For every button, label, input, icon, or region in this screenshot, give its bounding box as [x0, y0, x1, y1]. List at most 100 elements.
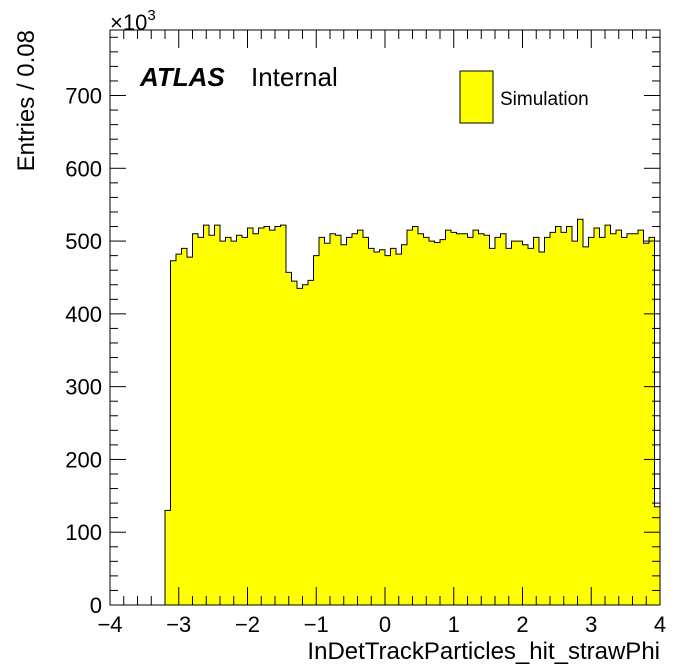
- histogram-bin: [275, 226, 281, 605]
- histogram-bin: [627, 233, 633, 605]
- x-tick-label: −2: [235, 612, 260, 637]
- y-tick-label: 100: [65, 520, 102, 545]
- histogram-bin: [506, 248, 512, 605]
- histogram-bin: [297, 288, 303, 605]
- histogram-bin: [643, 243, 650, 605]
- y-tick-label: 0: [90, 593, 102, 618]
- histogram-bin: [203, 225, 210, 605]
- histogram-bin: [385, 255, 391, 605]
- histogram-bin: [621, 237, 628, 605]
- histogram-bars: [164, 218, 661, 606]
- histogram-bin: [478, 233, 485, 605]
- histogram-bin: [253, 233, 259, 605]
- histogram-bin: [572, 241, 578, 606]
- histogram-bin: [544, 237, 551, 605]
- histogram-bin: [495, 237, 501, 605]
- histogram-bin: [264, 226, 270, 605]
- histogram-bin: [225, 237, 232, 605]
- histogram-bin: [517, 241, 523, 606]
- histogram-bin: [379, 249, 386, 605]
- histogram-bin: [418, 233, 424, 605]
- x-tick-label: −4: [97, 612, 122, 637]
- histogram-bin: [352, 233, 358, 605]
- y-tick-label: 700: [65, 84, 102, 109]
- histogram-bin: [231, 241, 237, 606]
- histogram-bin: [599, 237, 606, 605]
- y-axis-tick-labels: 0 100 200 300 400 500 600 700: [65, 84, 102, 618]
- x-axis-tick-labels: −4 −3 −2 −1 0 1 2 3 4: [97, 612, 666, 637]
- histogram-bin: [286, 272, 292, 605]
- histogram-bin: [434, 242, 441, 605]
- histogram-bin: [181, 248, 188, 605]
- histogram-bin: [605, 225, 611, 605]
- histogram-bin: [390, 248, 397, 605]
- histogram-bin: [308, 280, 314, 605]
- histogram-bin: [583, 246, 589, 605]
- histogram-outline: [164, 218, 661, 605]
- x-tick-label: 3: [585, 612, 597, 637]
- histogram-bin: [214, 225, 221, 605]
- histogram-bin: [462, 233, 468, 605]
- histogram-bin: [269, 230, 276, 605]
- histogram-bin: [302, 284, 309, 605]
- y-axis-ticks: [110, 36, 660, 606]
- histogram-bin: [401, 244, 408, 605]
- histogram-bin: [176, 254, 182, 605]
- histogram-bin: [511, 241, 518, 606]
- x-tick-label: −3: [166, 612, 191, 637]
- histogram-bin: [649, 237, 655, 605]
- internal-label: Internal: [251, 62, 338, 92]
- histogram-bin: [396, 254, 402, 605]
- histogram-bin: [451, 232, 457, 605]
- histogram-bin: [445, 230, 452, 605]
- histogram-bin: [456, 233, 463, 605]
- histogram-bin: [170, 260, 177, 605]
- histogram-bin: [209, 235, 215, 605]
- histogram-bin: [550, 232, 556, 605]
- histogram-bin: [632, 233, 639, 605]
- histogram-bin: [467, 237, 474, 605]
- y-tick-label: 200: [65, 447, 102, 472]
- legend-label-simulation: Simulation: [500, 89, 589, 110]
- histogram-bin: [357, 230, 364, 605]
- histogram-bin: [539, 251, 545, 606]
- histogram-bin: [588, 237, 595, 605]
- histogram-bin: [291, 281, 298, 605]
- histogram-bin: [500, 233, 507, 605]
- histogram-bin: [324, 243, 331, 605]
- histogram-bin: [533, 237, 540, 605]
- y-multiplier-exponent: 3: [147, 7, 155, 24]
- histogram-bin: [247, 227, 254, 606]
- x-axis-title: InDetTrackParticles_hit_strawPhi: [307, 638, 660, 665]
- histogram-bin: [374, 251, 380, 606]
- y-tick-label: 600: [65, 156, 102, 181]
- legend-swatch-simulation: [459, 70, 494, 124]
- histogram-bin: [577, 219, 584, 605]
- x-tick-label: 4: [654, 612, 666, 637]
- histogram-bin: [566, 226, 573, 605]
- histogram-bin: [368, 248, 375, 605]
- y-tick-label: 500: [65, 229, 102, 254]
- histogram-bin: [258, 227, 265, 606]
- histogram-bin: [192, 233, 199, 605]
- histogram-bin: [313, 255, 320, 605]
- y-axis-title: Entries / 0.08: [13, 30, 40, 171]
- histogram-bin: [528, 248, 534, 605]
- atlas-label: ATLAS: [139, 62, 225, 92]
- histogram-bin: [610, 233, 617, 605]
- y-tick-label: 300: [65, 375, 102, 400]
- histogram-bin: [165, 510, 171, 605]
- histogram-bin: [363, 237, 369, 605]
- histogram-bin: [555, 226, 562, 605]
- x-tick-label: −1: [304, 612, 329, 637]
- histogram-bin: [346, 237, 353, 605]
- histogram-bin: [412, 226, 419, 605]
- histogram-bin: [429, 241, 435, 606]
- histogram-bin: [638, 230, 644, 605]
- histogram-bin: [330, 233, 336, 605]
- histogram-bin: [489, 248, 496, 605]
- histogram-bin: [561, 232, 567, 605]
- histogram-bin: [594, 227, 600, 606]
- histogram-bin: [473, 230, 479, 605]
